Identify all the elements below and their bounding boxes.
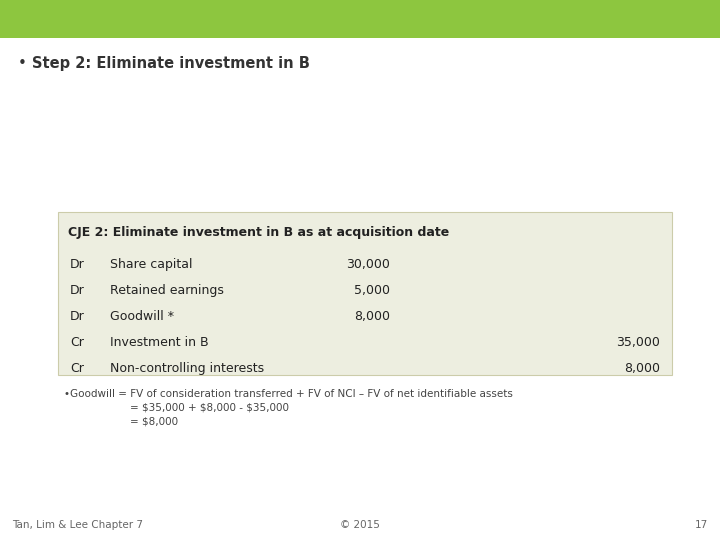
Text: Investment in B: Investment in B: [110, 336, 209, 349]
Text: 5,000: 5,000: [354, 284, 390, 297]
Text: 17: 17: [695, 520, 708, 530]
Text: 30,000: 30,000: [346, 258, 390, 271]
Text: Step 2: Eliminate investment in B: Step 2: Eliminate investment in B: [32, 56, 310, 71]
FancyBboxPatch shape: [0, 0, 720, 38]
Text: = $35,000 + $8,000 - $35,000: = $35,000 + $8,000 - $35,000: [130, 403, 289, 413]
Text: Retained earnings: Retained earnings: [110, 284, 224, 297]
Text: 35,000: 35,000: [616, 336, 660, 349]
Text: Tan, Lim & Lee Chapter 7: Tan, Lim & Lee Chapter 7: [12, 520, 143, 530]
Text: 8,000: 8,000: [624, 362, 660, 375]
Text: © 2015: © 2015: [340, 520, 380, 530]
Text: Dr: Dr: [70, 310, 85, 323]
Text: •Goodwill = FV of consideration transferred + FV of NCI – FV of net identifiable: •Goodwill = FV of consideration transfer…: [64, 389, 513, 399]
Text: Share capital: Share capital: [110, 258, 192, 271]
FancyBboxPatch shape: [58, 212, 672, 375]
Text: Dr: Dr: [70, 258, 85, 271]
Text: Dr: Dr: [70, 284, 85, 297]
Text: •: •: [18, 56, 27, 71]
Text: 8,000: 8,000: [354, 310, 390, 323]
Text: Non-controlling interests: Non-controlling interests: [110, 362, 264, 375]
Text: Cr: Cr: [70, 336, 84, 349]
Text: = $8,000: = $8,000: [130, 417, 178, 427]
Text: Goodwill *: Goodwill *: [110, 310, 174, 323]
Text: Cr: Cr: [70, 362, 84, 375]
Text: CJE 2: Eliminate investment in B as at acquisition date: CJE 2: Eliminate investment in B as at a…: [68, 226, 449, 239]
